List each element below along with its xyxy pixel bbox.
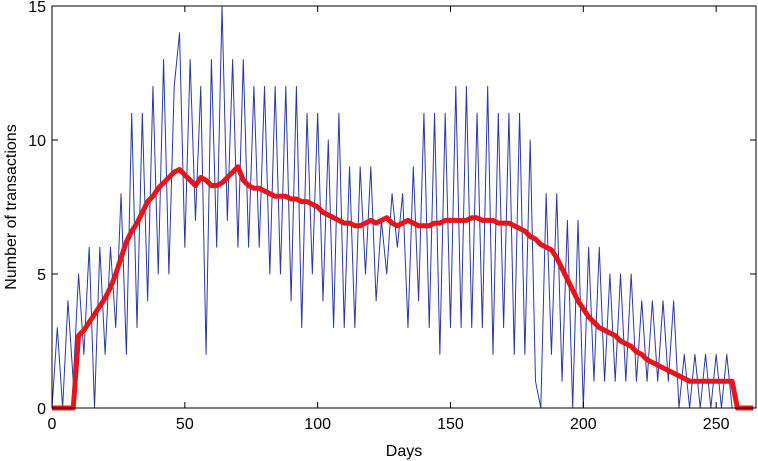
x-axis-label: Days bbox=[386, 443, 422, 460]
x-tick-label: 200 bbox=[570, 416, 597, 433]
y-tick-label: 5 bbox=[37, 267, 46, 284]
y-tick-label: 15 bbox=[28, 0, 46, 16]
x-tick-label: 100 bbox=[304, 416, 331, 433]
y-axis-label: Number of transactions bbox=[3, 124, 20, 289]
plot-frame bbox=[51, 5, 757, 409]
data-line bbox=[51, 5, 754, 409]
x-tick-label: 250 bbox=[703, 416, 730, 433]
y-tick-label: 10 bbox=[28, 133, 46, 150]
x-tick-label: 50 bbox=[176, 416, 194, 433]
data-line bbox=[52, 164, 754, 411]
x-tick-label: 150 bbox=[437, 416, 464, 433]
y-tick-label: 0 bbox=[37, 401, 46, 418]
x-tick-label: 0 bbox=[48, 416, 57, 433]
